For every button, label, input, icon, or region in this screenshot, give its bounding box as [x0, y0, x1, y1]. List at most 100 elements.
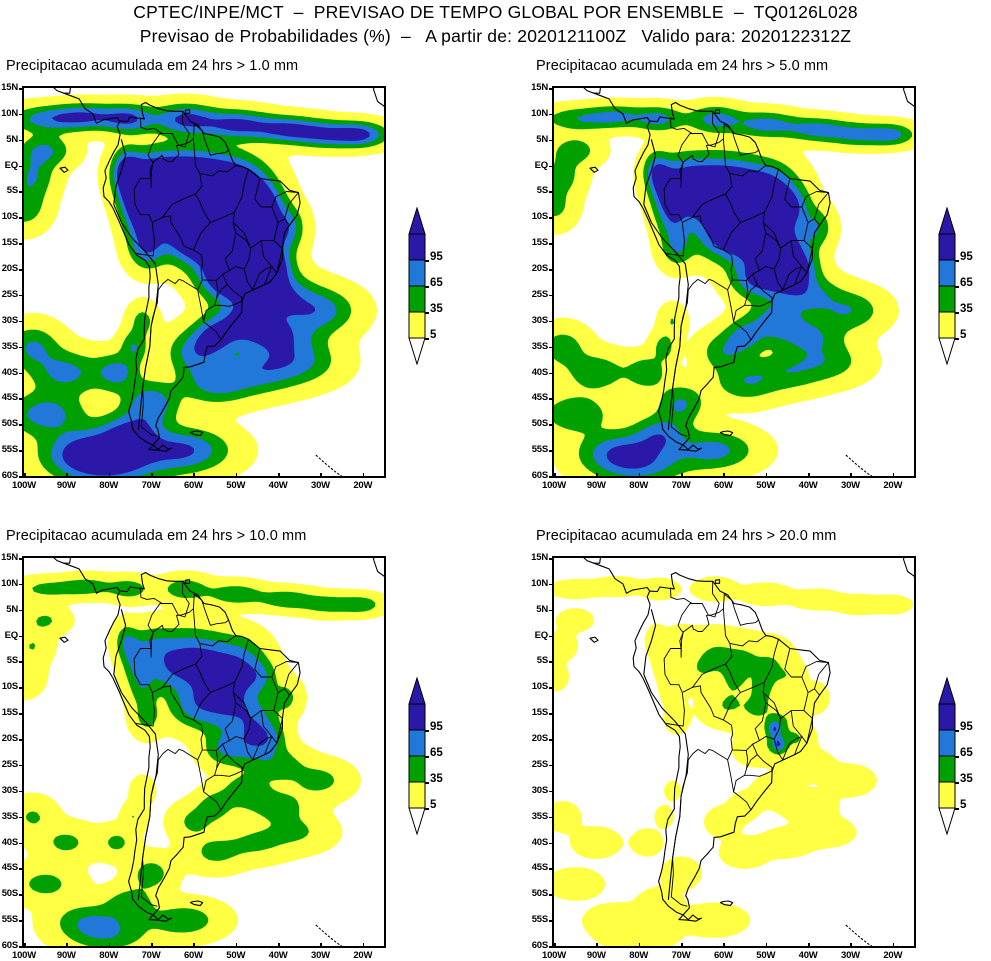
- y-axis-tick-label: 35S: [0, 811, 18, 822]
- y-axis-tick-label: 15S: [518, 237, 548, 248]
- map-plot-3[interactable]: [552, 556, 916, 948]
- y-axis-tick-label: 20S: [0, 733, 18, 744]
- x-axis-tick-mark: [24, 943, 26, 948]
- colorbar-tick-label: 5: [960, 799, 966, 811]
- colorbar-tick-mark: [955, 312, 959, 314]
- y-axis-tick-mark: [549, 140, 554, 142]
- x-axis-tick-mark: [850, 943, 852, 948]
- y-axis-tick-label: 30S: [0, 785, 18, 796]
- x-axis-tick-mark: [193, 943, 195, 948]
- x-axis-tick-label: 50W: [751, 480, 781, 491]
- x-axis-tick-mark: [723, 943, 725, 948]
- colorbar-swatch: [409, 704, 425, 730]
- x-axis-tick-label: 70W: [136, 480, 166, 491]
- x-axis-tick-mark: [363, 473, 365, 478]
- y-axis-tick-label: 40S: [0, 837, 18, 848]
- colorbar-swatch: [409, 312, 425, 338]
- colorbar-top-arrow: [409, 678, 425, 704]
- colorbar-bottom-arrow: [939, 338, 955, 364]
- x-axis-tick-label: 60W: [178, 950, 208, 961]
- colorbar-swatch: [939, 756, 955, 782]
- colorbar-tick-mark: [425, 312, 429, 314]
- map-plot-2[interactable]: [22, 556, 386, 948]
- x-axis-tick-mark: [278, 473, 280, 478]
- y-axis-tick-mark: [19, 450, 24, 452]
- y-axis-tick-label: 50S: [518, 888, 548, 899]
- y-axis-tick-mark: [19, 713, 24, 715]
- y-axis-tick-label: 55S: [518, 444, 548, 455]
- y-axis-tick-mark: [549, 661, 554, 663]
- y-axis-tick-mark: [19, 424, 24, 426]
- y-axis-tick-mark: [549, 217, 554, 219]
- colorbar-tick-label: 5: [960, 329, 966, 341]
- x-axis-tick-label: 90W: [51, 950, 81, 961]
- colorbar-tick-mark: [955, 808, 959, 810]
- map-plot-1[interactable]: [552, 86, 916, 478]
- y-axis-tick-label: 55S: [0, 444, 18, 455]
- colorbar-tick-label: 35: [430, 303, 443, 315]
- y-axis-tick-mark: [549, 558, 554, 560]
- colorbar-tick-label: 65: [960, 277, 973, 289]
- colorbar-swatch: [939, 312, 955, 338]
- colorbar-tick-label: 35: [430, 773, 443, 785]
- x-axis-tick-mark: [808, 943, 810, 948]
- x-axis-tick-mark: [681, 473, 683, 478]
- x-axis-tick-mark: [766, 473, 768, 478]
- colorbar-2: [408, 677, 426, 835]
- y-axis-tick-label: 10S: [0, 211, 18, 222]
- colorbar-top-arrow: [939, 208, 955, 234]
- panel-title-3: Precipitacao acumulada em 24 hrs > 20.0 …: [536, 528, 836, 544]
- x-axis-tick-mark: [109, 473, 111, 478]
- x-axis-tick-label: 50W: [221, 950, 251, 961]
- y-axis-tick-mark: [19, 817, 24, 819]
- y-axis-tick-mark: [549, 868, 554, 870]
- y-axis-tick-label: EQ: [0, 160, 18, 171]
- y-axis-tick-label: 15S: [0, 707, 18, 718]
- x-axis-tick-label: 100W: [9, 480, 39, 491]
- colorbar-tick-mark: [425, 338, 429, 340]
- x-axis-tick-label: 20W: [878, 950, 908, 961]
- y-axis-tick-label: 15S: [518, 707, 548, 718]
- y-axis-tick-label: 45S: [0, 862, 18, 873]
- y-axis-tick-label: 40S: [0, 367, 18, 378]
- y-axis-tick-label: 20S: [0, 263, 18, 274]
- y-axis-tick-label: 10S: [0, 681, 18, 692]
- x-axis-tick-label: 70W: [666, 480, 696, 491]
- y-axis-tick-label: 5S: [0, 185, 18, 196]
- y-axis-tick-label: 35S: [518, 811, 548, 822]
- y-axis-tick-mark: [549, 791, 554, 793]
- x-axis-tick-label: 80W: [624, 950, 654, 961]
- colorbar-tick-mark: [425, 808, 429, 810]
- x-axis-tick-mark: [893, 473, 895, 478]
- map-plot-0[interactable]: [22, 86, 386, 478]
- y-axis-tick-label: 5N: [0, 604, 18, 615]
- colorbar-top-arrow: [939, 678, 955, 704]
- colorbar-tick-label: 95: [960, 721, 973, 733]
- x-axis-tick-label: 80W: [94, 950, 124, 961]
- x-axis-tick-label: 20W: [348, 950, 378, 961]
- contour-level-5: [554, 577, 913, 946]
- y-axis-tick-label: 10S: [518, 681, 548, 692]
- colorbar-swatch: [409, 756, 425, 782]
- x-axis-tick-mark: [554, 473, 556, 478]
- x-axis-tick-mark: [320, 473, 322, 478]
- x-axis-tick-mark: [109, 943, 111, 948]
- y-axis-tick-mark: [549, 739, 554, 741]
- x-axis-tick-label: 80W: [624, 480, 654, 491]
- y-axis-tick-mark: [19, 558, 24, 560]
- y-axis-tick-label: 15N: [0, 82, 18, 93]
- y-axis-tick-mark: [549, 894, 554, 896]
- y-axis-tick-mark: [19, 217, 24, 219]
- colorbar-tick-label: 65: [960, 747, 973, 759]
- colorbar-tick-label: 95: [430, 721, 443, 733]
- colorbar-swatch: [939, 782, 955, 808]
- colorbar-swatch: [939, 234, 955, 260]
- y-axis-tick-label: 45S: [518, 862, 548, 873]
- y-axis-tick-label: 10N: [0, 578, 18, 589]
- colorbar-tick-label: 5: [430, 329, 436, 341]
- colorbar-tick-mark: [955, 782, 959, 784]
- y-axis-tick-mark: [549, 450, 554, 452]
- y-axis-tick-mark: [549, 166, 554, 168]
- colorbar-swatch: [409, 234, 425, 260]
- y-axis-tick-mark: [549, 610, 554, 612]
